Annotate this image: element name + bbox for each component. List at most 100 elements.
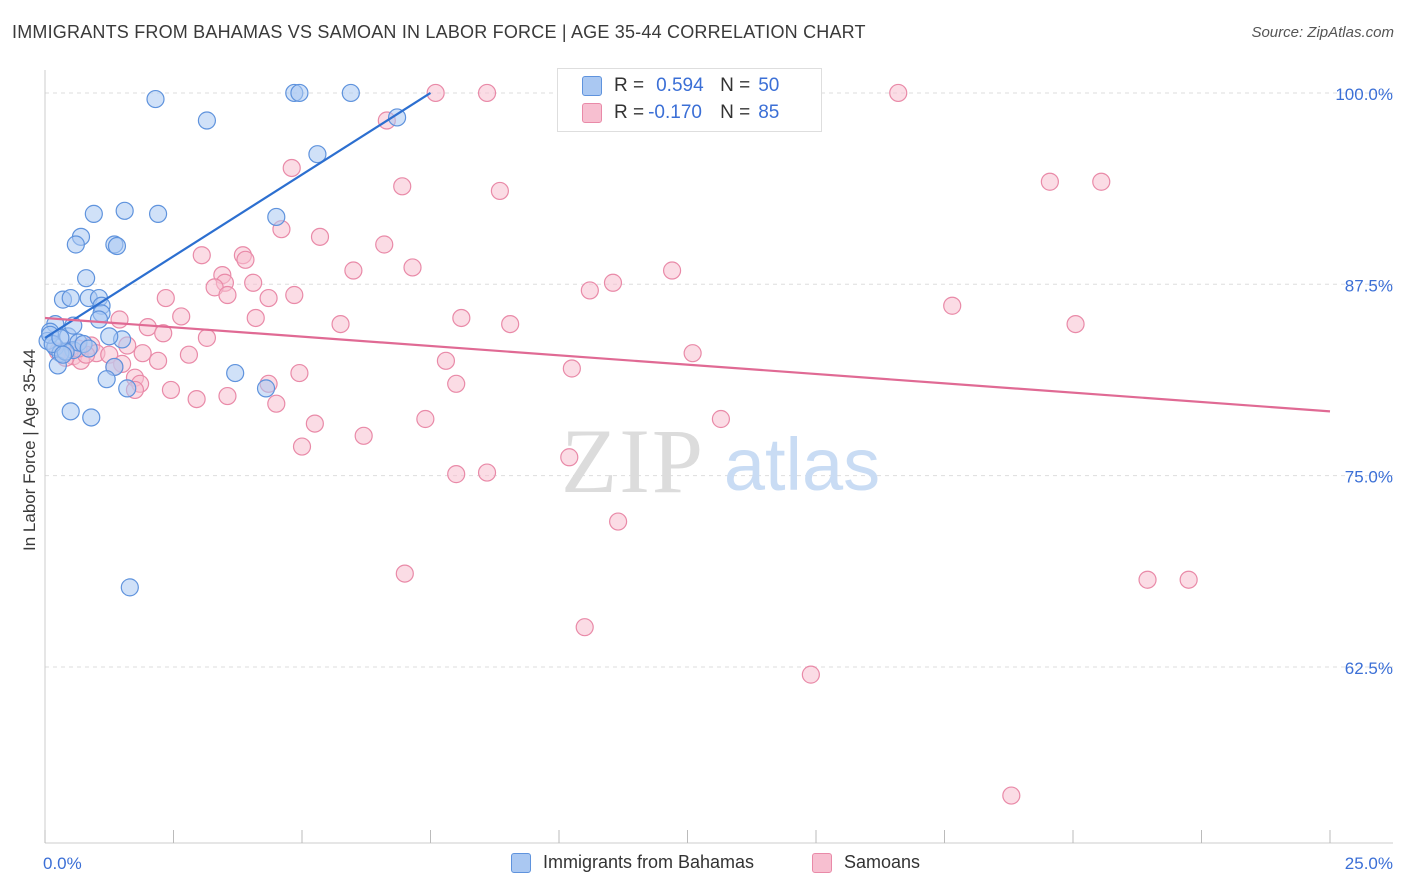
- y-axis-label: In Labor Force | Age 35-44: [20, 349, 39, 551]
- samoan-point: [403, 258, 422, 277]
- samoan-point: [943, 296, 962, 315]
- samoan-point: [148, 351, 168, 370]
- x-tick-label: 0.0%: [43, 854, 82, 873]
- bahamas-point: [308, 145, 327, 164]
- bahamas-point: [89, 310, 109, 329]
- samoan-point: [310, 227, 330, 246]
- legend-swatch-samoans: [582, 103, 602, 123]
- axes: [44, 70, 1393, 844]
- samoan-point: [1040, 172, 1059, 191]
- bahamas-point: [267, 207, 286, 227]
- samoan-point: [662, 261, 682, 280]
- bahamas-point: [146, 89, 165, 109]
- legend-n-label: N =: [720, 102, 751, 123]
- samoan-point: [172, 307, 191, 326]
- samoan-point: [282, 158, 301, 178]
- samoan-point: [447, 374, 466, 393]
- data-points: [38, 83, 1198, 805]
- samoan-point: [416, 409, 435, 429]
- y-tick-label: 62.5%: [1345, 659, 1393, 678]
- samoan-point: [290, 363, 309, 383]
- series-bahamas-points: [38, 83, 407, 597]
- bahamas-point: [148, 204, 168, 223]
- samoan-point: [562, 359, 581, 378]
- samoan-point: [426, 83, 445, 103]
- series-legend: Immigrants from Bahamas Samoans: [0, 852, 1406, 878]
- bahamas-point: [387, 108, 407, 127]
- samoan-point: [1002, 786, 1021, 805]
- samoan-point: [285, 285, 304, 305]
- bahamas-point: [290, 83, 309, 103]
- samoan-point: [244, 273, 263, 292]
- samoan-point: [436, 351, 456, 370]
- series-legend-samoans[interactable]: Samoans: [812, 852, 920, 873]
- watermark-zip: ZIP: [561, 410, 705, 512]
- legend-row-samoans: R = -0.170 N = 85: [582, 100, 779, 126]
- bahamas-point: [77, 269, 96, 288]
- samoan-point: [156, 288, 175, 308]
- samoan-point: [246, 308, 265, 328]
- legend-row-bahamas: R = 0.594 N = 50: [582, 73, 779, 99]
- bahamas-point: [256, 379, 276, 398]
- samoan-point: [354, 426, 373, 445]
- bahamas-point: [100, 327, 119, 346]
- y-tick-label: 87.5%: [1345, 276, 1393, 295]
- legend-swatch-bahamas: [582, 76, 602, 96]
- y-tick-labels: 100.0% 87.5% 75.0% 62.5%: [1335, 85, 1393, 678]
- samoan-point: [580, 281, 599, 300]
- bahamas-point: [341, 83, 360, 103]
- correlation-legend: R = 0.594 N = 50 R = -0.170 N = 85: [557, 68, 822, 132]
- samoan-point: [218, 285, 237, 305]
- trend-line-bahamas: [44, 92, 432, 339]
- samoan-point: [161, 380, 181, 400]
- samoan-point: [609, 512, 628, 531]
- bahamas-point: [66, 235, 85, 254]
- samoan-point: [575, 618, 594, 637]
- watermark: ZIP atlas: [561, 410, 880, 512]
- watermark-atlas: atlas: [724, 423, 880, 506]
- samoan-point: [192, 246, 211, 265]
- source-credit: Source: ZipAtlas.com: [1251, 24, 1394, 41]
- bahamas-point: [53, 345, 73, 364]
- bahamas-point: [118, 379, 137, 398]
- samoan-point: [236, 250, 255, 269]
- legend-n-label: N =: [720, 75, 751, 96]
- samoan-point: [490, 181, 509, 201]
- samoan-point: [267, 394, 286, 413]
- samoan-point: [1179, 570, 1198, 589]
- samoan-point: [477, 463, 497, 482]
- samoan-point: [1066, 314, 1085, 334]
- trend-line-samoans: [44, 316, 1331, 413]
- series-swatch-bahamas: [511, 852, 531, 873]
- samoan-point: [331, 314, 350, 334]
- samoan-point: [154, 324, 173, 343]
- legend-r-label: R =: [614, 75, 645, 96]
- series-name-bahamas: Immigrants from Bahamas: [543, 852, 755, 872]
- samoan-point: [305, 414, 324, 433]
- samoan-point: [138, 318, 157, 337]
- legend-r-value-bahamas: 0.594: [656, 75, 704, 96]
- chart-title: IMMIGRANTS FROM BAHAMAS VS SAMOAN IN LAB…: [12, 22, 866, 42]
- series-swatch-samoans: [812, 852, 832, 873]
- legend-r-value-samoans: -0.170: [648, 102, 702, 123]
- bahamas-point: [197, 111, 217, 130]
- samoan-point: [179, 345, 199, 364]
- legend-n-value-samoans: 85: [758, 102, 780, 123]
- samoan-point: [801, 665, 820, 684]
- bahamas-point: [61, 288, 80, 308]
- legend-n-value-bahamas: 50: [758, 75, 780, 96]
- bahamas-point: [115, 201, 134, 220]
- samoan-point: [375, 235, 394, 254]
- samoan-point: [133, 344, 152, 363]
- bahamas-point: [97, 370, 116, 389]
- series-legend-bahamas[interactable]: Immigrants from Bahamas: [511, 852, 754, 873]
- samoan-point: [711, 409, 731, 429]
- samoan-point: [603, 273, 623, 292]
- samoan-point: [187, 389, 206, 409]
- samoan-point: [218, 386, 237, 406]
- bahamas-point: [107, 236, 127, 256]
- bahamas-point: [226, 363, 245, 383]
- samoan-point: [501, 314, 520, 334]
- series-name-samoans: Samoans: [844, 852, 921, 872]
